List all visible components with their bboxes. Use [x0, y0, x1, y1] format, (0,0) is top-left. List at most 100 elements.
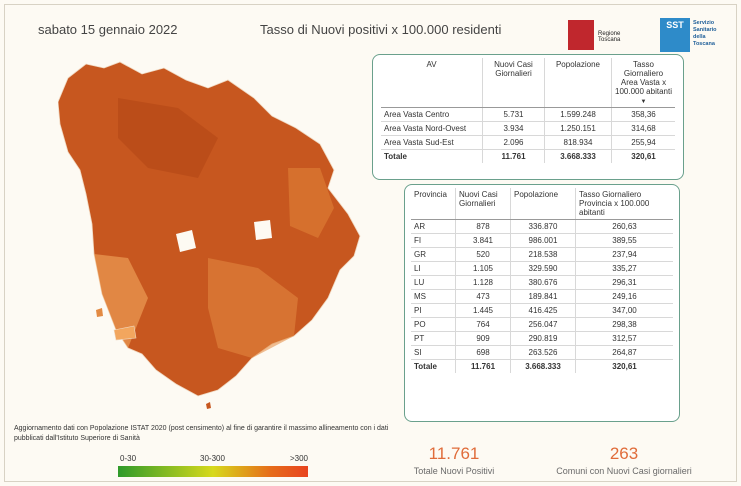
column-header-nuovi-casi[interactable]: Nuovi Casi Giornalieri — [482, 58, 545, 108]
total-cell: 3.668.333 — [510, 359, 576, 373]
column-header-nuovi-casi[interactable]: Nuovi Casi Giornalieri — [455, 188, 511, 220]
total-cell: 3.668.333 — [544, 149, 612, 163]
table-row[interactable]: FI 3.841 986.001 389,55 — [411, 233, 673, 248]
total-cell: 320,61 — [611, 149, 675, 163]
table-row[interactable]: Area Vasta Sud-Est 2.096 818.934 255,94 — [381, 135, 675, 150]
table-cell: 263.526 — [510, 345, 576, 360]
page-title: Tasso di Nuovi positivi x 100.000 reside… — [260, 22, 502, 37]
legend-high-label: >300 — [289, 454, 308, 463]
report-date: sabato 15 gennaio 2022 — [38, 22, 178, 37]
kpi-comuni: 263 Comuni con Nuovi Casi giornalieri — [540, 444, 708, 476]
map-shading-south — [208, 258, 298, 358]
table-row[interactable]: PT 909 290.819 312,57 — [411, 331, 673, 346]
table-cell: MS — [411, 289, 456, 304]
column-header-tasso[interactable]: Tasso Giornaliero Area Vasta x 100.000 a… — [611, 58, 675, 108]
table-cell: 249,16 — [575, 289, 673, 304]
table-cell: FI — [411, 233, 456, 248]
legend-mid-label: 30-300 — [200, 454, 225, 463]
table-cell: 1.128 — [455, 275, 511, 290]
table-cell: 3.841 — [455, 233, 511, 248]
table-row[interactable]: PO 764 256.047 298,38 — [411, 317, 673, 332]
table-row[interactable]: PI 1.445 416.425 347,00 — [411, 303, 673, 318]
table-cell: 698 — [455, 345, 511, 360]
kpi-total-value: 11.761 — [428, 444, 480, 463]
map-gap-siena-area — [254, 220, 272, 240]
table-cell: Area Vasta Nord-Ovest — [381, 121, 483, 136]
table-cell: 909 — [455, 331, 511, 346]
column-header-popolazione[interactable]: Popolazione — [544, 58, 612, 108]
column-header-tasso-label: Tasso Giornaliero Area Vasta x 100.000 a… — [615, 60, 672, 96]
table-cell: 1.250.151 — [544, 121, 612, 136]
table-total-row: Totale 11.761 3.668.333 320,61 — [411, 359, 673, 373]
table-row[interactable]: Area Vasta Centro 5.731 1.599.248 358,36 — [381, 107, 675, 122]
table-cell: 764 — [455, 317, 511, 332]
table-cell: 329.590 — [510, 261, 576, 276]
dashboard-frame — [4, 4, 737, 482]
table-cell: 255,94 — [611, 135, 675, 150]
table-cell: 312,57 — [575, 331, 673, 346]
table-cell: 189.841 — [510, 289, 576, 304]
column-header-popolazione[interactable]: Popolazione — [510, 188, 576, 220]
total-cell: 11.761 — [455, 359, 511, 373]
sst-mark: SST — [660, 18, 690, 52]
color-legend: 0-30 30-300 >300 — [118, 454, 308, 477]
table-row[interactable]: LU 1.128 380.676 296,31 — [411, 275, 673, 290]
table-cell: 986.001 — [510, 233, 576, 248]
map-island-elba[interactable] — [113, 325, 137, 341]
total-label: Totale — [381, 149, 483, 163]
table-cell: 290.819 — [510, 331, 576, 346]
table-cell: 389,55 — [575, 233, 673, 248]
table-row[interactable]: MS 473 189.841 249,16 — [411, 289, 673, 304]
map-shading-east — [288, 168, 334, 238]
table-cell: 264,87 — [575, 345, 673, 360]
table-cell: 818.934 — [544, 135, 612, 150]
table-cell: 336.870 — [510, 219, 576, 234]
table-row[interactable]: GR 520 218.538 237,94 — [411, 247, 673, 262]
sst-logo: SST Servizio Sanitario della Toscana — [660, 18, 722, 52]
provincia-table: Provincia Nuovi Casi Giornalieri Popolaz… — [404, 184, 680, 422]
table-cell: 256.047 — [510, 317, 576, 332]
table-cell: 314,68 — [611, 121, 675, 136]
table-cell: 1.445 — [455, 303, 511, 318]
tuscany-choropleth-map[interactable] — [58, 58, 368, 410]
table-cell: 1.105 — [455, 261, 511, 276]
table-cell: 473 — [455, 289, 511, 304]
area-vasta-table: AV Nuovi Casi Giornalieri Popolazione Ta… — [372, 54, 684, 180]
total-cell: 11.761 — [482, 149, 545, 163]
pegasus-icon — [568, 20, 594, 50]
table-cell: 2.096 — [482, 135, 545, 150]
column-header-av[interactable]: AV — [381, 58, 483, 108]
legend-gradient-bar — [118, 466, 308, 477]
map-island-giglio[interactable] — [206, 402, 211, 409]
table-cell: 218.538 — [510, 247, 576, 262]
table-row[interactable]: AR 878 336.870 260,63 — [411, 219, 673, 234]
table-cell: 335,27 — [575, 261, 673, 276]
table-cell: 5.731 — [482, 107, 545, 122]
kpi-total-caption: Totale Nuovi Positivi — [413, 466, 495, 476]
table-cell: PI — [411, 303, 456, 318]
table-cell: PT — [411, 331, 456, 346]
table-cell: Area Vasta Centro — [381, 107, 483, 122]
table-row[interactable]: Area Vasta Nord-Ovest 3.934 1.250.151 31… — [381, 121, 675, 136]
column-header-tasso[interactable]: Tasso Giornaliero Provincia x 100.000 ab… — [575, 188, 673, 220]
table-row[interactable]: SI 698 263.526 264,87 — [411, 345, 673, 360]
table-cell: 878 — [455, 219, 511, 234]
kpi-total-positivi: 11.761 Totale Nuovi Positivi — [402, 444, 506, 476]
map-shading-north — [118, 98, 218, 178]
table-cell: LI — [411, 261, 456, 276]
data-update-note: Aggiornamento dati con Popolazione ISTAT… — [14, 425, 389, 442]
table-total-row: Totale 11.761 3.668.333 320,61 — [381, 149, 675, 163]
table-cell: 380.676 — [510, 275, 576, 290]
kpi-comuni-value: 263 — [609, 444, 639, 463]
table-cell: 3.934 — [482, 121, 545, 136]
column-header-provincia[interactable]: Provincia — [411, 188, 456, 220]
map-island-capraia[interactable] — [96, 308, 103, 317]
table-cell: 260,63 — [575, 219, 673, 234]
table-cell: LU — [411, 275, 456, 290]
total-label: Totale — [411, 359, 456, 373]
table-cell: 1.599.248 — [544, 107, 612, 122]
sort-desc-icon[interactable]: ▼ — [640, 99, 647, 105]
table-row[interactable]: LI 1.105 329.590 335,27 — [411, 261, 673, 276]
total-cell: 320,61 — [575, 359, 673, 373]
table-cell: 298,38 — [575, 317, 673, 332]
